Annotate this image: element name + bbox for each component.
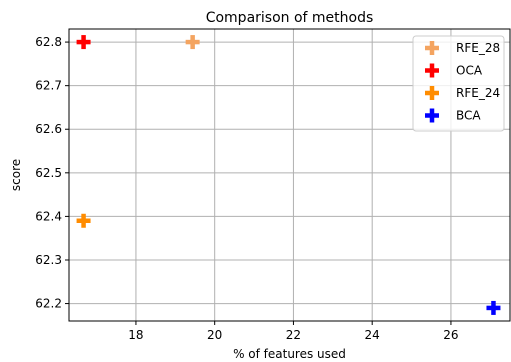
data-point-rfe-24 <box>76 213 91 228</box>
data-point-oca <box>76 35 91 50</box>
legend-label: BCA <box>456 109 481 123</box>
legend-marker <box>425 86 439 100</box>
y-axis-title: score <box>9 159 23 191</box>
y-tick-label: 62.5 <box>35 166 62 180</box>
y-tick-label: 62.6 <box>35 122 62 136</box>
y-tick-label: 62.2 <box>35 297 62 311</box>
legend-label: OCA <box>456 64 483 78</box>
x-tick-label: 18 <box>128 328 143 342</box>
data-point-rfe-28 <box>185 35 200 50</box>
x-axis-ticks: 18 20 22 24 26 <box>128 321 459 342</box>
legend-box <box>412 35 505 132</box>
y-tick-label: 62.3 <box>35 253 62 267</box>
x-tick-label: 24 <box>365 328 380 342</box>
y-tick-label: 62.4 <box>35 209 62 223</box>
data-points <box>76 35 501 315</box>
x-tick-label: 26 <box>443 328 458 342</box>
legend-label: RFE_28 <box>456 41 500 55</box>
x-tick-label: 20 <box>207 328 222 342</box>
chart-title: Comparison of methods <box>206 10 374 26</box>
y-tick-label: 62.8 <box>35 35 62 49</box>
y-axis-ticks: 62.2 62.3 62.4 62.5 62.6 62.7 62.8 <box>35 35 69 311</box>
legend: RFE_28 OCA RFE_24 BCA <box>412 35 505 132</box>
legend-marker <box>425 108 439 123</box>
legend-marker <box>425 63 439 78</box>
y-tick-label: 62.7 <box>35 79 62 93</box>
x-axis-title: % of features used <box>233 347 346 361</box>
legend-label: RFE_24 <box>456 86 500 100</box>
x-tick-label: 22 <box>286 328 301 342</box>
legend-marker <box>425 41 439 55</box>
plot-frame <box>68 28 511 322</box>
data-point-bca <box>486 300 501 315</box>
